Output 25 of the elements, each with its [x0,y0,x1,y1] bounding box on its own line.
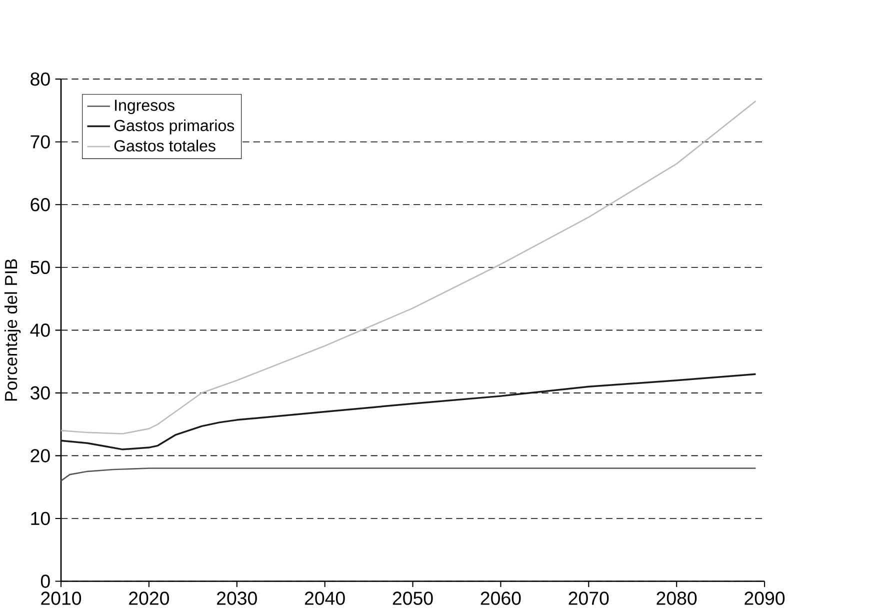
legend-label: Gastos totales [114,140,216,152]
x-tick-label: 2080 [656,591,697,605]
x-tick-label: 2070 [568,591,609,605]
y-tick-label: 0 [40,574,50,588]
x-tick-label: 2090 [744,591,785,605]
y-tick-label: 70 [30,134,50,148]
x-tick-label: 2020 [129,591,170,605]
line-series [60,100,756,434]
line-series [60,373,757,450]
legend-label: Gastos primarios [114,119,234,134]
y-tick-label: 40 [30,323,50,337]
x-tick-label: 2050 [392,591,433,605]
y-tick-label: 80 [30,72,50,86]
y-tick-label: 30 [30,386,50,400]
x-tick-label: 2030 [217,591,257,605]
x-tick-label: 2040 [304,591,345,605]
legend-label: Ingresos [115,100,174,114]
x-tick-label: 2060 [480,591,521,605]
y-tick-label: 60 [30,198,50,212]
y-axis-title: Porcentaje del PIB [4,259,21,400]
y-tick-label: 10 [31,512,50,525]
y-tick-label: 20 [30,448,50,462]
y-tick-label: 50 [30,260,50,274]
x-tick-label: 2010 [41,591,82,605]
line-series [60,467,756,482]
